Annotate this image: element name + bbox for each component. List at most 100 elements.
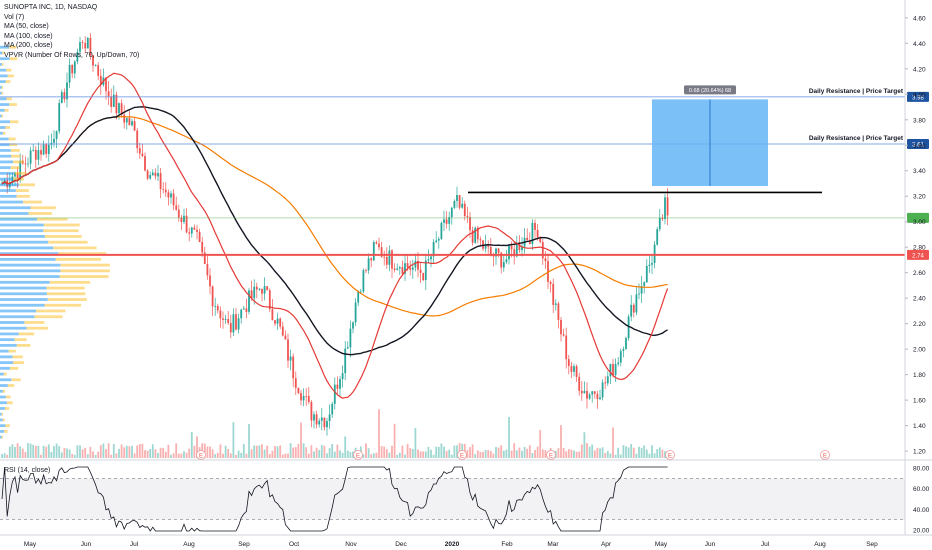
candle-body xyxy=(500,252,503,268)
candle xyxy=(266,286,269,291)
vpvr-down-bar xyxy=(1,85,3,89)
candle-body xyxy=(648,264,651,266)
candle-body xyxy=(534,222,536,230)
vpvr-up-bar xyxy=(0,355,13,359)
price-tick-label: 3.80 xyxy=(913,117,926,124)
candle-body xyxy=(508,245,510,260)
vpvr-up-bar xyxy=(0,343,17,347)
vpvr-up-bar xyxy=(0,240,49,244)
volume-bar xyxy=(658,447,661,458)
candle-body xyxy=(242,308,245,310)
candle-body xyxy=(339,379,341,389)
volume-bar xyxy=(89,446,92,458)
candle xyxy=(206,255,209,280)
candle xyxy=(391,248,393,278)
price-tick-label: 1.80 xyxy=(913,372,926,379)
candle-body xyxy=(609,364,612,377)
vpvr-up-bar xyxy=(0,263,61,267)
candle-body xyxy=(443,219,445,223)
volume-bar xyxy=(500,445,503,458)
vpvr-down-bar xyxy=(9,103,17,106)
candle xyxy=(565,327,568,369)
candle-body xyxy=(14,173,16,177)
volume-bar xyxy=(302,443,305,458)
candle xyxy=(167,189,170,206)
candle xyxy=(115,91,118,120)
volume-bar xyxy=(136,445,139,458)
candle-body xyxy=(573,366,575,372)
candle-body xyxy=(141,153,144,157)
volume-bar xyxy=(21,448,24,458)
volume-histogram xyxy=(1,409,669,458)
volume-bar xyxy=(229,453,232,458)
price-pane xyxy=(1,32,669,436)
candle xyxy=(112,85,115,108)
candle-body xyxy=(632,304,635,313)
volume-bar xyxy=(294,447,297,458)
rsi-tick-label: 80.00 xyxy=(913,466,930,473)
candle xyxy=(336,376,339,395)
volume-bar xyxy=(370,454,373,458)
last-price-badge xyxy=(907,212,929,223)
candle-body xyxy=(404,263,406,274)
candle-body xyxy=(193,227,196,230)
vpvr-up-bar xyxy=(0,275,60,278)
vpvr-up-bar xyxy=(0,194,17,198)
candle xyxy=(362,268,365,294)
candle-body xyxy=(653,244,656,263)
candle-body xyxy=(435,240,438,243)
volume-bar xyxy=(630,443,633,458)
candle xyxy=(495,247,497,265)
candle-body xyxy=(396,268,399,270)
volume-bar xyxy=(380,446,383,458)
candle-body xyxy=(625,338,627,350)
candle xyxy=(437,236,440,249)
candle-body xyxy=(487,244,490,247)
candle-body xyxy=(235,314,237,330)
vpvr-up-bar xyxy=(0,45,9,49)
candle xyxy=(461,197,464,209)
candle-body xyxy=(362,270,365,292)
price-tick-label: 1.20 xyxy=(913,449,926,456)
candle-body xyxy=(136,130,139,149)
candle xyxy=(396,263,399,271)
candle-body xyxy=(170,193,172,198)
candle xyxy=(136,127,139,154)
candle xyxy=(8,172,11,191)
candle xyxy=(219,306,222,328)
vpvr-down-bar xyxy=(46,286,85,290)
candle xyxy=(196,225,198,240)
volume-bar xyxy=(172,453,175,458)
vpvr-down-bar xyxy=(58,252,107,256)
price-tick-label: 3.00 xyxy=(913,219,926,226)
annotations: Daily Resistance | Price Target 3.98 Daily… xyxy=(0,85,929,460)
volume-bar xyxy=(266,445,269,458)
candle xyxy=(557,301,560,329)
moving-averages xyxy=(1,72,669,399)
vpvr-down-bar xyxy=(8,349,16,353)
candle-body xyxy=(40,150,42,155)
candle-body xyxy=(177,209,180,218)
candle-body xyxy=(427,259,430,261)
candle xyxy=(635,287,638,316)
vpvr-up-bar xyxy=(0,212,29,215)
vpvr-up-bar xyxy=(0,120,11,124)
candle xyxy=(229,314,232,339)
vpvr-up-bar xyxy=(0,257,56,261)
volume-bar xyxy=(53,446,55,458)
candle xyxy=(292,353,295,388)
volume-bar xyxy=(388,452,391,458)
candle xyxy=(419,262,422,283)
candle-body xyxy=(157,173,159,177)
candle-body xyxy=(326,421,328,428)
candle-body xyxy=(536,229,539,238)
candle-body xyxy=(229,323,232,333)
candle-body xyxy=(227,319,230,324)
volume-bar xyxy=(94,454,97,458)
volume-bar xyxy=(518,447,521,458)
volume-bar xyxy=(575,451,578,458)
candle-body xyxy=(476,227,479,240)
vpvr-up-bar xyxy=(0,435,2,439)
volume-bar xyxy=(523,446,526,458)
